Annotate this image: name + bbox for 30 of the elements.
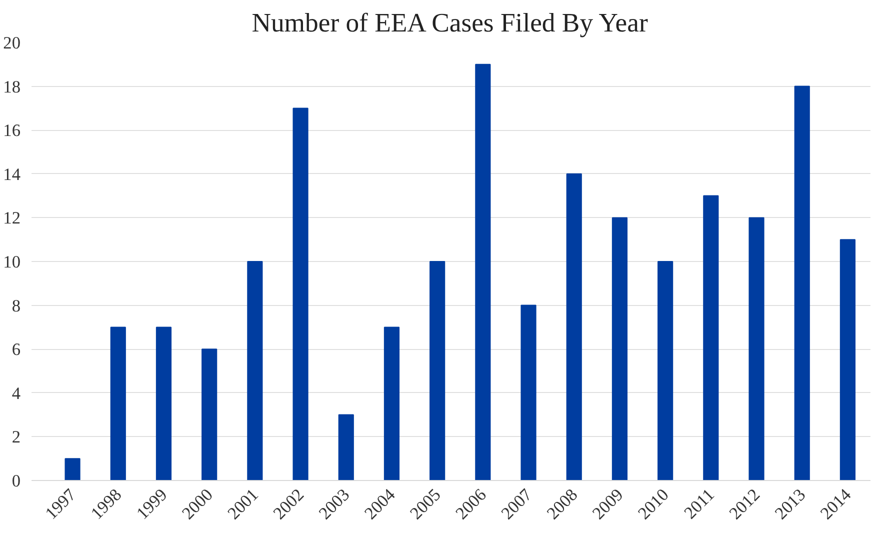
bar: [202, 348, 218, 480]
y-tick-label: 10: [3, 252, 20, 272]
bar: [292, 108, 308, 480]
bar: [247, 261, 263, 480]
bar: [612, 217, 628, 480]
y-tick-label: 20: [3, 34, 20, 52]
y-tick-label: 18: [3, 77, 20, 96]
y-tick-label: 8: [12, 296, 21, 316]
bar: [794, 86, 810, 480]
y-tick-label: 6: [12, 340, 21, 360]
bar: [384, 326, 400, 480]
y-tick-label: 12: [3, 208, 20, 228]
chart-title: Number of EEA Cases Filed By Year: [252, 8, 648, 38]
y-tick-label: 4: [12, 384, 21, 403]
bar: [703, 195, 719, 480]
bar: [156, 326, 172, 480]
bar: [566, 173, 582, 480]
y-tick-label: 2: [12, 428, 21, 447]
y-tick-label: 14: [3, 164, 21, 184]
y-tick-label: 0: [12, 472, 21, 490]
bar: [338, 414, 354, 480]
bar: [64, 458, 80, 480]
bar: [475, 64, 491, 480]
bar: [748, 217, 764, 480]
bar: [110, 326, 126, 480]
bar: [840, 239, 856, 480]
bar: [520, 304, 536, 480]
bar: [658, 261, 674, 480]
y-tick-label: 16: [3, 121, 21, 140]
bar: [430, 261, 446, 480]
